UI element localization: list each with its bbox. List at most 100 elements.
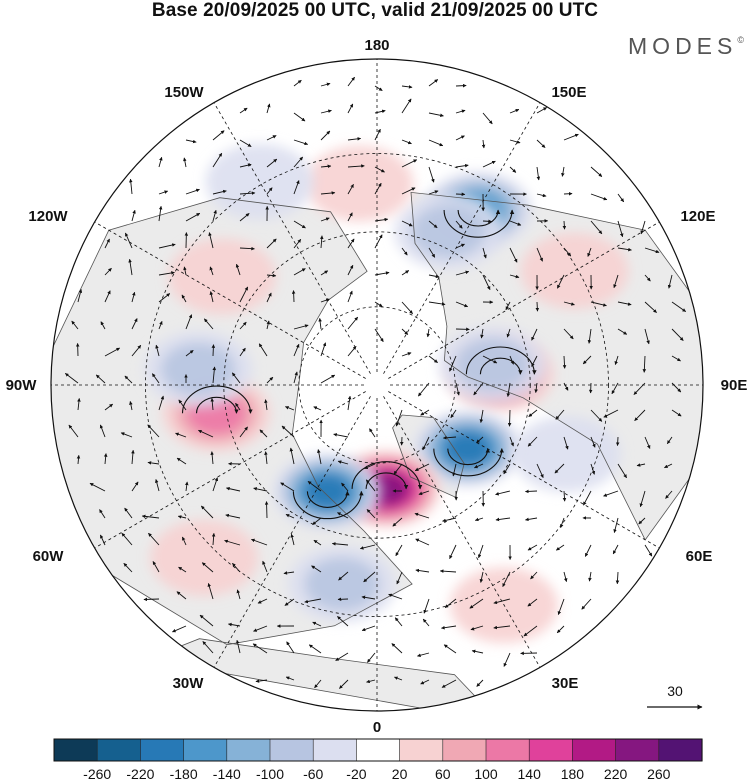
- wind-vector: [588, 571, 592, 582]
- modes-logo-text: MODES: [628, 33, 738, 59]
- wind-vector: [313, 406, 322, 411]
- wind-vector: [563, 382, 569, 391]
- wind-vector: [401, 85, 413, 89]
- wind-vector: [266, 292, 272, 303]
- wind-vector: [471, 649, 484, 654]
- streamline: [306, 490, 350, 508]
- wind-vector: [426, 328, 431, 338]
- wind-vector: [154, 479, 160, 492]
- wind-vector: [89, 482, 106, 492]
- wind-vector: [528, 409, 538, 417]
- wind-vector: [151, 373, 160, 384]
- wind-vector: [337, 616, 349, 627]
- wind-vector: [293, 156, 304, 168]
- wind-vector: [470, 625, 484, 631]
- wind-vector: [293, 371, 298, 384]
- colorbar-swatch: [658, 738, 703, 762]
- wind-vector: [617, 247, 632, 252]
- wind-vector: [319, 235, 324, 249]
- wind-vector: [449, 544, 457, 560]
- streamline: [465, 346, 537, 375]
- wind-vector: [615, 571, 620, 585]
- wind-vector: [264, 451, 268, 465]
- wind-vector: [293, 220, 306, 229]
- wind-vector: [455, 163, 469, 168]
- wind-vector: [77, 398, 81, 411]
- wind-vector: [363, 571, 376, 583]
- wind-vector: [211, 532, 216, 546]
- wind-vector: [509, 108, 520, 114]
- wind-vector: [583, 490, 592, 506]
- wind-vector: [455, 135, 465, 141]
- wind-vector: [361, 625, 376, 632]
- wind-vector: [185, 139, 197, 144]
- colorbar-swatch: [140, 738, 185, 762]
- wind-vector: [556, 625, 565, 634]
- colorbar-swatch: [269, 738, 314, 762]
- label-0: 0: [373, 719, 381, 736]
- wind-vector: [401, 270, 410, 276]
- wind-vector: [509, 274, 520, 279]
- wind-vector: [590, 193, 608, 201]
- wind-vector: [239, 246, 255, 251]
- wind-vector: [158, 190, 169, 195]
- wind-vector: [104, 238, 110, 249]
- colorbar-tick: -180: [170, 766, 198, 782]
- colorbar-tick: -220: [126, 766, 154, 782]
- wind-vector: [312, 517, 322, 525]
- wind-vector: [476, 679, 484, 687]
- wind-vector: [185, 314, 193, 330]
- wind-vector: [615, 436, 620, 446]
- anomaly-canada-low: [438, 326, 547, 403]
- wind-vector: [264, 501, 269, 519]
- wind-vector: [482, 160, 496, 168]
- wind-vector: [474, 517, 484, 522]
- wind-vector: [455, 301, 469, 308]
- wind-vector: [634, 409, 646, 422]
- meridian-line: [94, 391, 366, 549]
- wind-vector: [266, 376, 274, 384]
- wind-vector: [452, 463, 457, 477]
- wind-vector: [320, 130, 331, 141]
- wind-vector: [644, 544, 653, 557]
- wind-vector: [359, 544, 376, 550]
- wind-vector: [185, 349, 194, 357]
- wind-vector: [183, 157, 187, 168]
- wind-vector: [100, 321, 106, 330]
- wind-vector: [590, 220, 603, 235]
- wind-vector: [293, 324, 309, 330]
- wind-vector: [147, 461, 160, 465]
- modes-logo: MODES©: [618, 33, 750, 60]
- wind-vector: [293, 180, 300, 195]
- colorbar-swatch: [96, 738, 141, 762]
- wind-vector: [212, 189, 227, 195]
- wind-vector: [503, 652, 511, 667]
- wind-vector: [617, 328, 628, 335]
- wind-vector: [175, 432, 187, 438]
- wind-vectors: [65, 76, 686, 689]
- wind-vector: [374, 328, 384, 343]
- colorbar-tick: 20: [392, 766, 408, 782]
- colorbar-tick: -100: [256, 766, 284, 782]
- wind-vector: [68, 424, 79, 438]
- colorbar-tick: 140: [518, 766, 542, 782]
- meridian-line: [388, 221, 660, 379]
- wind-vector: [394, 676, 403, 681]
- wind-vector: [374, 182, 382, 195]
- wind-vector: [476, 436, 484, 444]
- wind-vector: [455, 243, 465, 249]
- wind-vector: [450, 409, 457, 418]
- wind-vector: [562, 355, 567, 369]
- streamline: [351, 461, 423, 490]
- wind-vector: [338, 571, 349, 581]
- wind-vector: [482, 355, 498, 364]
- anomaly-siberian-ridge: [168, 238, 277, 315]
- colorbar-swatch: [183, 738, 228, 762]
- wind-vector: [104, 403, 113, 411]
- wind-vector: [123, 562, 133, 573]
- wind-vector: [562, 220, 567, 230]
- label-60w: 60W: [33, 548, 65, 565]
- wind-vector: [394, 617, 403, 627]
- wind-vector: [401, 301, 413, 315]
